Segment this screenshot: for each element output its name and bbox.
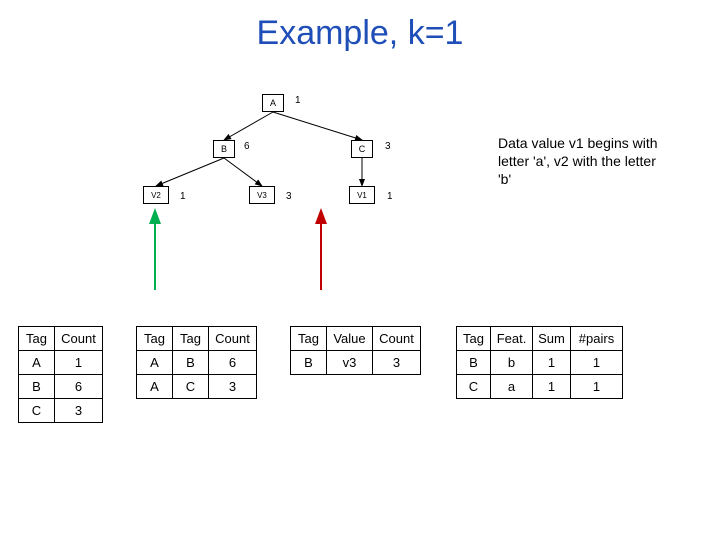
- table-header: Tag: [173, 327, 209, 351]
- table-tag-feat-sum-pairs: TagFeat.Sum#pairsBb11Ca11: [456, 326, 623, 399]
- table-cell: B: [173, 351, 209, 375]
- table-header: Feat.: [491, 327, 533, 351]
- tree-node-count-v3: 3: [286, 191, 292, 202]
- tree-node-b: B: [213, 140, 235, 158]
- table-cell: A: [137, 351, 173, 375]
- table-cell: a: [491, 375, 533, 399]
- edge-A-B: [224, 112, 273, 140]
- edge-A-C: [273, 112, 362, 140]
- table-header: Count: [209, 327, 257, 351]
- table-cell: 1: [571, 351, 623, 375]
- table-header: Value: [327, 327, 373, 351]
- table-header: Tag: [19, 327, 55, 351]
- table-cell: B: [457, 351, 491, 375]
- table-header: Sum: [533, 327, 571, 351]
- table-tag-tag-count: TagTagCountAB6AC3: [136, 326, 257, 399]
- table-header: Count: [373, 327, 421, 351]
- table-header: #pairs: [571, 327, 623, 351]
- tree-node-count-c: 3: [385, 141, 391, 152]
- annotation-line: 'b': [498, 171, 511, 187]
- table-header: Count: [55, 327, 103, 351]
- edge-B-V2: [156, 158, 224, 186]
- table-cell: 3: [55, 399, 103, 423]
- table-cell: 1: [533, 375, 571, 399]
- tree-node-count-v1: 1: [387, 191, 393, 202]
- tree-node-count-v2: 1: [180, 191, 186, 202]
- table-cell: A: [137, 375, 173, 399]
- table-cell: C: [173, 375, 209, 399]
- table-tag-count: TagCountA1B6C3: [18, 326, 103, 423]
- table-tag-value-count: TagValueCount Bv33: [290, 326, 421, 375]
- annotation-text: Data value v1 begins with letter 'a', v2…: [498, 134, 658, 189]
- table-cell: b: [491, 351, 533, 375]
- edge-B-V3: [224, 158, 262, 186]
- table-header: Tag: [137, 327, 173, 351]
- table-cell: 1: [533, 351, 571, 375]
- tree-node-v2: V2: [143, 186, 169, 204]
- table-cell: 6: [55, 375, 103, 399]
- tree-node-v3: V3: [249, 186, 275, 204]
- tree-node-a: A: [262, 94, 284, 112]
- tree-node-count-b: 6: [244, 141, 250, 152]
- table-header: Tag: [291, 327, 327, 351]
- tree-node-c: C: [351, 140, 373, 158]
- annotation-line: letter 'a', v2 with the letter: [498, 153, 656, 169]
- table-cell: A: [19, 351, 55, 375]
- table-cell: C: [19, 399, 55, 423]
- annotation-line: Data value v1 begins with: [498, 135, 658, 151]
- table-cell: B: [19, 375, 55, 399]
- table-cell: 6: [209, 351, 257, 375]
- tree-node-count-a: 1: [295, 95, 301, 106]
- tree-node-v1: V1: [349, 186, 375, 204]
- table-cell: 3: [209, 375, 257, 399]
- table-cell: C: [457, 375, 491, 399]
- table-header: Tag: [457, 327, 491, 351]
- tree-edges: [0, 0, 720, 540]
- page-title: Example, k=1: [0, 14, 720, 53]
- table-cell: 1: [55, 351, 103, 375]
- table-cell: B: [291, 351, 327, 375]
- table-cell: 3: [373, 351, 421, 375]
- table-cell: 1: [571, 375, 623, 399]
- table-cell: v3: [327, 351, 373, 375]
